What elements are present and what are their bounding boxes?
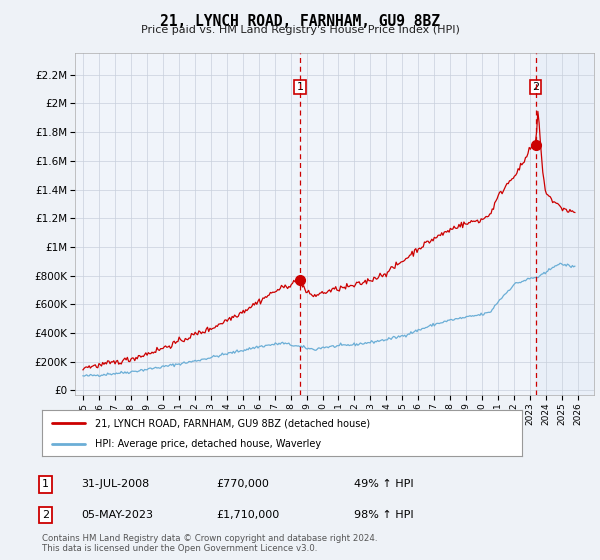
Text: Contains HM Land Registry data © Crown copyright and database right 2024.
This d: Contains HM Land Registry data © Crown c… xyxy=(42,534,377,553)
Text: Price paid vs. HM Land Registry's House Price Index (HPI): Price paid vs. HM Land Registry's House … xyxy=(140,25,460,35)
Text: 21, LYNCH ROAD, FARNHAM, GU9 8BZ (detached house): 21, LYNCH ROAD, FARNHAM, GU9 8BZ (detach… xyxy=(95,418,370,428)
Text: 49% ↑ HPI: 49% ↑ HPI xyxy=(354,479,413,489)
Text: 1: 1 xyxy=(42,479,49,489)
Text: 98% ↑ HPI: 98% ↑ HPI xyxy=(354,510,413,520)
Text: 05-MAY-2023: 05-MAY-2023 xyxy=(81,510,153,520)
Text: 2: 2 xyxy=(532,82,539,92)
Text: £1,710,000: £1,710,000 xyxy=(216,510,279,520)
Text: 1: 1 xyxy=(296,82,304,92)
Text: HPI: Average price, detached house, Waverley: HPI: Average price, detached house, Wave… xyxy=(95,440,321,450)
Text: £770,000: £770,000 xyxy=(216,479,269,489)
Text: 31-JUL-2008: 31-JUL-2008 xyxy=(81,479,149,489)
Text: 2: 2 xyxy=(42,510,49,520)
Text: 21, LYNCH ROAD, FARNHAM, GU9 8BZ: 21, LYNCH ROAD, FARNHAM, GU9 8BZ xyxy=(160,14,440,29)
Bar xyxy=(536,53,600,395)
